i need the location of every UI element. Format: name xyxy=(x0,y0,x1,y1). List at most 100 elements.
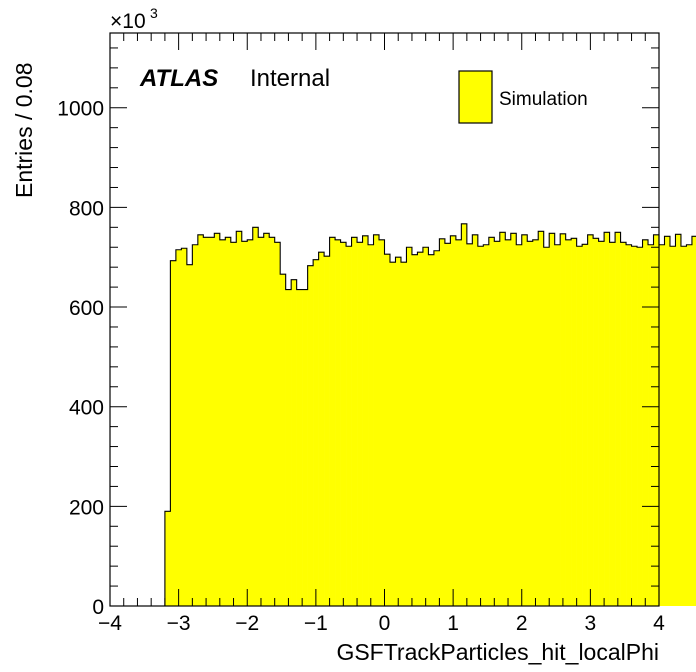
x-tick-label: −2 xyxy=(235,612,259,635)
histogram-bin xyxy=(626,244,632,606)
histogram-bin xyxy=(318,252,325,606)
histogram-bin xyxy=(411,254,418,607)
histogram-bin xyxy=(181,248,188,606)
histogram-bin xyxy=(488,237,495,606)
histogram-bin xyxy=(164,511,171,606)
histogram-bin xyxy=(192,244,199,606)
histogram-bin xyxy=(197,234,204,606)
histogram-bin xyxy=(175,249,182,607)
histogram-bin xyxy=(593,238,599,606)
histogram-bin xyxy=(450,235,457,606)
histogram-bin xyxy=(582,244,588,606)
histogram-bin xyxy=(302,289,308,606)
histogram-bin xyxy=(379,239,385,606)
histogram-bin xyxy=(400,262,407,606)
histogram-bin xyxy=(307,265,314,606)
histogram-bin xyxy=(609,242,616,606)
histogram-bin xyxy=(543,247,550,606)
histogram-bin xyxy=(499,232,506,606)
legend-swatch-simulation xyxy=(458,70,493,124)
y-tick-label: 0 xyxy=(92,596,104,619)
histogram-bin xyxy=(186,264,193,606)
y-tick-labels: 0 200 400 600 800 1000 xyxy=(57,98,104,619)
histogram-bin xyxy=(170,260,177,606)
histogram-bin xyxy=(516,244,523,606)
histogram-bin xyxy=(285,289,292,606)
histogram-bin xyxy=(659,244,665,606)
histogram-bin xyxy=(461,223,468,606)
histogram-bin xyxy=(230,242,237,606)
histogram-bin xyxy=(439,238,446,606)
y-tick-label: 600 xyxy=(69,297,104,320)
histogram-bin xyxy=(219,239,226,606)
histogram-bin xyxy=(549,233,555,606)
histogram-bin xyxy=(598,241,605,606)
histogram-bin xyxy=(357,242,363,606)
histogram-bin xyxy=(324,256,330,606)
histogram-bin xyxy=(313,259,319,606)
histogram-bin xyxy=(428,254,435,607)
atlas-label: ATLAS xyxy=(139,65,218,92)
histogram-bin xyxy=(604,232,610,606)
x-tick-label: 2 xyxy=(516,612,528,635)
histogram-bin xyxy=(258,237,265,606)
y-multiplier-label: ×10 xyxy=(110,10,146,33)
histogram-bin xyxy=(346,246,352,606)
histogram-bin xyxy=(368,244,374,606)
histogram-bin xyxy=(620,242,627,606)
y-tick-label: 400 xyxy=(69,397,104,420)
y-multiplier-base: 10 xyxy=(122,10,145,33)
histogram-bin xyxy=(466,243,473,606)
histogram-layer xyxy=(164,223,696,607)
histogram-bin xyxy=(335,239,341,606)
histogram-bin xyxy=(680,246,687,606)
y-tick-label: 1000 xyxy=(57,98,104,121)
histogram-bin xyxy=(263,233,270,606)
axis-ticks xyxy=(109,33,660,607)
histogram-bin xyxy=(571,238,577,606)
histogram-bin xyxy=(691,236,696,606)
histogram-bin xyxy=(653,234,660,606)
histogram-bin xyxy=(274,242,281,606)
histogram-bin xyxy=(340,242,347,606)
x-tick-label: 0 xyxy=(379,612,391,635)
x-tick-label: −3 xyxy=(167,612,191,635)
histogram-bin xyxy=(444,243,451,606)
histogram-bin xyxy=(615,232,621,606)
x-tick-labels: −4 −3 −2 −1 0 1 2 3 4 xyxy=(98,612,665,635)
histogram-bin xyxy=(241,241,248,606)
histogram-bin xyxy=(208,237,215,606)
histogram-bin xyxy=(406,247,413,606)
histogram-bin xyxy=(642,239,649,606)
histogram-bin xyxy=(483,244,490,606)
y-axis-title: Entries / 0.08 xyxy=(11,62,37,198)
histogram-bin xyxy=(417,252,424,606)
histogram-bin xyxy=(247,239,254,606)
internal-label: Internal xyxy=(250,65,330,92)
histogram-bin xyxy=(280,274,286,606)
histogram-bin xyxy=(565,239,572,606)
x-tick-label: −1 xyxy=(304,612,328,635)
histogram-bin xyxy=(373,234,380,606)
histogram-bin xyxy=(527,241,534,606)
histogram-bin xyxy=(225,237,232,606)
x-tick-label: 3 xyxy=(585,612,597,635)
histogram-bin xyxy=(269,237,275,606)
histogram-bin xyxy=(576,246,583,606)
histogram-bin xyxy=(296,289,303,606)
histogram-bin xyxy=(510,233,517,606)
histogram-outline xyxy=(164,223,696,606)
histogram-bin xyxy=(637,247,643,606)
histogram-bin xyxy=(631,246,638,606)
histogram-bin xyxy=(669,246,676,606)
histogram-bin xyxy=(648,244,654,606)
histogram-bin xyxy=(236,231,243,606)
histogram-bin xyxy=(455,239,462,606)
histogram-bin xyxy=(675,234,682,606)
histogram-bin xyxy=(664,236,671,606)
x-axis-title: GSFTrackParticles_hit_localPhi xyxy=(336,639,659,665)
histogram-bin xyxy=(422,247,429,606)
histogram-bin xyxy=(252,227,259,607)
